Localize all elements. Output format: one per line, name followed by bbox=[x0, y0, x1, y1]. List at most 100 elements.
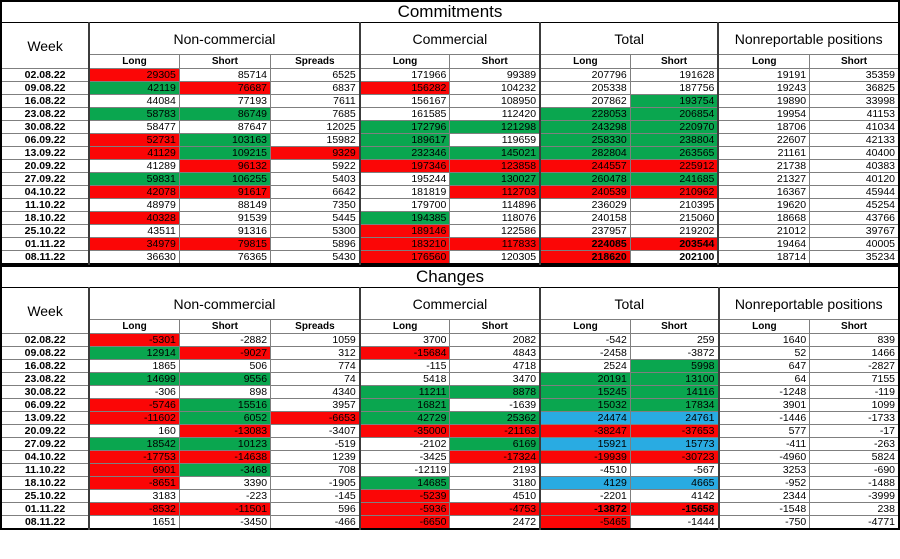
value-cell: 4510 bbox=[449, 489, 541, 503]
changes-table: Changes Week Non-commercial Commercial Total… bbox=[0, 265, 900, 530]
value-cell: 176560 bbox=[358, 250, 451, 265]
value-cell: 189146 bbox=[358, 224, 451, 238]
value-cell: 238 bbox=[809, 502, 900, 516]
week-cell: 25.10.22 bbox=[0, 489, 90, 503]
value-cell: 839 bbox=[809, 333, 900, 347]
col-header: Spreads bbox=[270, 54, 361, 69]
value-cell: 40120 bbox=[809, 172, 900, 186]
value-cell: 6052 bbox=[178, 411, 272, 425]
value-cell: 24761 bbox=[629, 411, 720, 425]
value-cell: 160 bbox=[88, 424, 180, 438]
value-cell: 39767 bbox=[809, 224, 900, 238]
value-cell: 76365 bbox=[178, 250, 272, 265]
col-header: Long bbox=[717, 54, 811, 69]
value-cell: 14116 bbox=[629, 385, 720, 399]
value-cell: 42119 bbox=[88, 81, 180, 95]
value-cell: 183210 bbox=[358, 237, 451, 251]
value-cell: -17753 bbox=[88, 450, 180, 464]
value-cell: 106255 bbox=[178, 172, 272, 186]
week-header: Week bbox=[0, 287, 90, 334]
value-cell: 1239 bbox=[270, 450, 361, 464]
value-cell: -11602 bbox=[88, 411, 180, 425]
value-cell: -4960 bbox=[717, 450, 811, 464]
value-cell: 312 bbox=[270, 346, 361, 360]
value-cell: 1466 bbox=[809, 346, 900, 360]
table-row: 09.08.22 12914 -9027 312 -15684 4843 -2458 -387… bbox=[0, 346, 900, 360]
value-cell: 282804 bbox=[539, 146, 631, 160]
value-cell: -5936 bbox=[358, 502, 451, 516]
value-cell: 506 bbox=[178, 359, 272, 373]
table-row: 27.09.22 59831 106255 5403 195244 130027 26047… bbox=[0, 172, 900, 186]
table-row: 13.09.22 -11602 6052 -6653 42729 25362 24474 24… bbox=[0, 411, 900, 425]
table-row: 18.10.22 40328 91539 5445 194385 118076 240158… bbox=[0, 211, 900, 225]
value-cell: -3468 bbox=[178, 463, 272, 477]
value-cell: -5465 bbox=[539, 515, 631, 530]
value-cell: -119 bbox=[809, 385, 900, 399]
value-cell: 15245 bbox=[539, 385, 631, 399]
value-cell: 210395 bbox=[629, 198, 719, 212]
week-cell: 23.08.22 bbox=[0, 107, 90, 121]
value-cell: 112420 bbox=[449, 107, 541, 121]
value-cell: 259 bbox=[629, 333, 720, 347]
value-cell: 236029 bbox=[539, 198, 631, 212]
value-cell: 179700 bbox=[358, 198, 451, 212]
value-cell: 22607 bbox=[717, 133, 811, 147]
value-cell: -2201 bbox=[539, 489, 631, 503]
value-cell: -1733 bbox=[809, 411, 900, 425]
table-row: 18.10.22 -8651 3390 -1905 14685 3180 4129 4665-… bbox=[0, 476, 900, 490]
value-cell: 10123 bbox=[178, 437, 272, 451]
value-cell: -1248 bbox=[717, 385, 811, 399]
value-cell: -2827 bbox=[809, 359, 900, 373]
value-cell: 260478 bbox=[539, 172, 631, 186]
value-cell: 99389 bbox=[449, 68, 541, 82]
value-cell: -1488 bbox=[809, 476, 900, 490]
week-cell: 08.11.22 bbox=[0, 515, 90, 530]
value-cell: 41153 bbox=[809, 107, 900, 121]
value-cell: 8878 bbox=[449, 385, 541, 399]
table-row: 09.08.22 42119 76687 6837 156282 104232 205338… bbox=[0, 81, 900, 95]
value-cell: -466 bbox=[270, 515, 361, 530]
value-cell: 596 bbox=[270, 502, 361, 516]
col-header: Short bbox=[178, 319, 272, 334]
value-cell: 17834 bbox=[629, 398, 720, 412]
value-cell: 1651 bbox=[88, 515, 180, 530]
value-cell: 24474 bbox=[539, 411, 631, 425]
value-cell: 91539 bbox=[178, 211, 272, 225]
value-cell: 238804 bbox=[629, 133, 719, 147]
value-cell: -567 bbox=[629, 463, 720, 477]
value-cell: 187756 bbox=[629, 81, 719, 95]
week-cell: 16.08.22 bbox=[0, 359, 90, 373]
value-cell: 12025 bbox=[270, 120, 361, 134]
value-cell: 41034 bbox=[809, 120, 900, 134]
table-row: 13.09.22 41129 109215 9329 232346 145021 28280… bbox=[0, 146, 900, 160]
commitments-table-host: Commitments Week Non-commercial Commercial T… bbox=[0, 0, 900, 265]
value-cell: 240158 bbox=[539, 211, 631, 225]
value-cell: 19464 bbox=[717, 237, 811, 251]
value-cell: 16821 bbox=[358, 398, 451, 412]
value-cell: 156167 bbox=[358, 94, 451, 108]
table-row: 01.11.22 34979 79815 5896 183210 117833 224085… bbox=[0, 237, 900, 251]
group-header: Nonreportable positions bbox=[717, 287, 900, 320]
value-cell: 9329 bbox=[270, 146, 361, 160]
value-cell: 19890 bbox=[717, 94, 811, 108]
value-cell: -115 bbox=[358, 359, 451, 373]
value-cell: 18542 bbox=[88, 437, 180, 451]
col-header: Spreads bbox=[270, 319, 361, 334]
value-cell: 11211 bbox=[358, 385, 451, 399]
value-cell: 85714 bbox=[178, 68, 272, 82]
value-cell: 191628 bbox=[629, 68, 719, 82]
value-cell: -21163 bbox=[449, 424, 541, 438]
value-cell: 7685 bbox=[270, 107, 361, 121]
value-cell: -37653 bbox=[629, 424, 720, 438]
value-cell: -1446 bbox=[717, 411, 811, 425]
value-cell: 15516 bbox=[178, 398, 272, 412]
value-cell: -4510 bbox=[539, 463, 631, 477]
week-cell: 13.09.22 bbox=[0, 411, 90, 425]
value-cell: 3901 bbox=[717, 398, 811, 412]
col-header: Long bbox=[539, 319, 631, 334]
table-row: 06.09.22 -5746 15516 3957 16821 -1639 15032 178… bbox=[0, 398, 900, 412]
value-cell: -1905 bbox=[270, 476, 361, 490]
value-cell: 172796 bbox=[358, 120, 451, 134]
value-cell: 6642 bbox=[270, 185, 361, 199]
col-header: Short bbox=[449, 319, 541, 334]
